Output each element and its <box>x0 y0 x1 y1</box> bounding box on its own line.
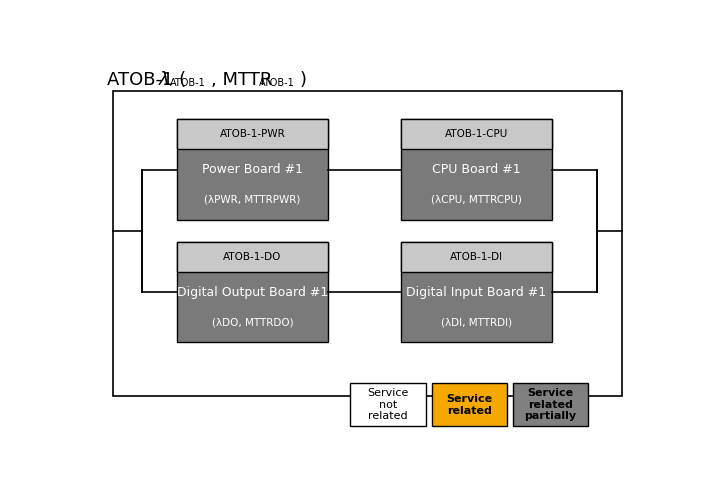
Text: (λDO, MTTRDO): (λDO, MTTRDO) <box>212 317 293 327</box>
Text: ATOB-1-PWR: ATOB-1-PWR <box>219 129 285 140</box>
Bar <box>401 242 552 342</box>
Bar <box>513 384 588 426</box>
Text: CPU Board #1: CPU Board #1 <box>432 163 521 176</box>
Bar <box>177 119 328 149</box>
Bar <box>350 384 426 426</box>
Text: Digital Output Board #1: Digital Output Board #1 <box>177 286 328 299</box>
Bar <box>177 119 328 220</box>
Text: Power Board #1: Power Board #1 <box>202 163 303 176</box>
Text: ATOB-1-DI: ATOB-1-DI <box>450 252 503 262</box>
Text: ATOB-1: ATOB-1 <box>170 78 206 88</box>
Text: (λDI, MTTRDI): (λDI, MTTRDI) <box>440 317 512 327</box>
Bar <box>401 119 552 220</box>
Text: ): ) <box>300 71 307 89</box>
Bar <box>401 119 552 149</box>
Text: (λCPU, MTTRCPU): (λCPU, MTTRCPU) <box>431 195 522 205</box>
Text: Digital Input Board #1: Digital Input Board #1 <box>406 286 547 299</box>
Text: ATOB-1-CPU: ATOB-1-CPU <box>445 129 508 140</box>
Bar <box>432 384 507 426</box>
Text: λ: λ <box>159 71 169 89</box>
Text: , MTTR: , MTTR <box>211 71 272 89</box>
Text: ATOB-1-DO: ATOB-1-DO <box>223 252 282 262</box>
Text: ATOB-1: ATOB-1 <box>259 78 295 88</box>
Text: (λPWR, MTTRPWR): (λPWR, MTTRPWR) <box>204 195 300 205</box>
Bar <box>401 242 552 272</box>
Bar <box>177 242 328 272</box>
Bar <box>177 242 328 342</box>
Text: Service
not
related: Service not related <box>367 388 409 421</box>
Text: Service
related
partially: Service related partially <box>524 388 577 421</box>
Bar <box>113 91 622 397</box>
Text: Service
related: Service related <box>446 394 492 415</box>
Text: ATOB-1 (: ATOB-1 ( <box>107 71 186 89</box>
